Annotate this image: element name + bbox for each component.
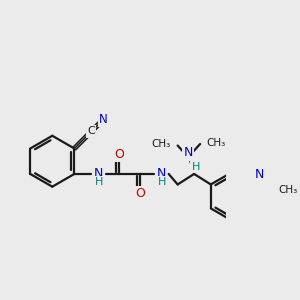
Text: CH₃: CH₃ [151,139,170,149]
Text: CH₃: CH₃ [279,185,298,195]
Text: H: H [158,177,166,187]
Text: CH₃: CH₃ [206,137,225,148]
Text: O: O [135,187,145,200]
Text: N: N [157,167,166,181]
Text: N: N [99,113,107,126]
Text: N: N [183,146,193,160]
Text: C: C [88,126,95,136]
Text: N: N [94,167,103,181]
Text: N: N [254,168,264,181]
Text: H: H [95,177,103,187]
Text: O: O [114,148,124,161]
Text: H: H [191,162,200,172]
